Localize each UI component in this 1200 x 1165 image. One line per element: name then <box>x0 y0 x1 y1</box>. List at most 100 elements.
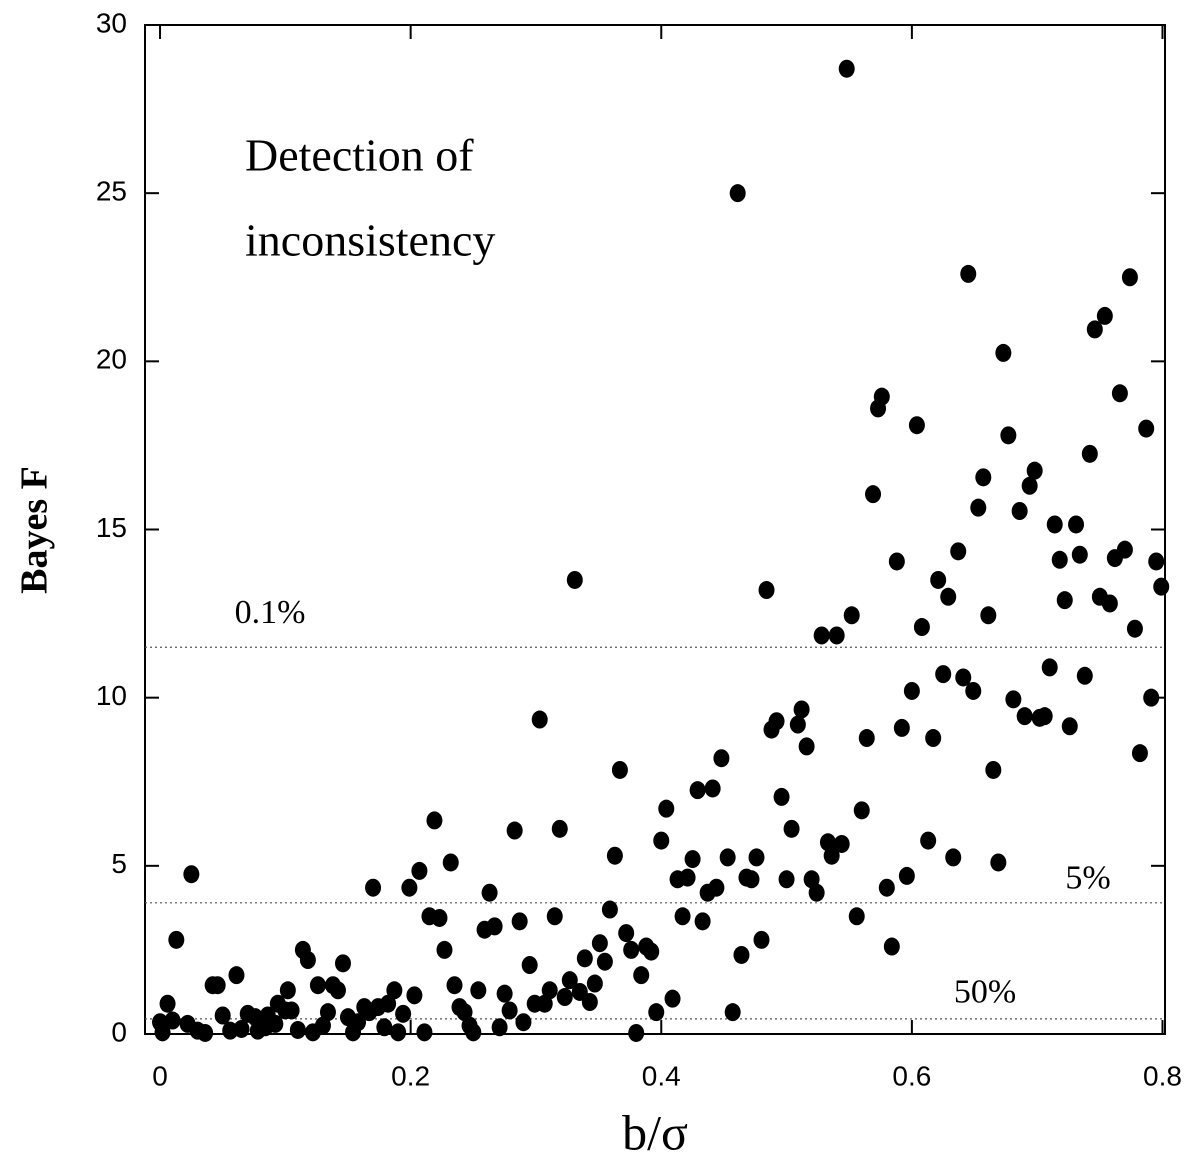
point <box>611 760 628 779</box>
point <box>713 749 730 768</box>
point <box>970 498 987 517</box>
point <box>965 681 982 700</box>
point <box>576 949 593 968</box>
point <box>748 848 765 867</box>
y-tick-label: 10 <box>96 680 127 711</box>
point <box>365 878 382 897</box>
point <box>481 883 498 902</box>
point <box>623 940 640 959</box>
point <box>888 552 905 571</box>
point <box>930 570 947 589</box>
point <box>154 1023 171 1042</box>
point <box>581 993 598 1012</box>
point <box>1148 552 1165 571</box>
point <box>883 937 900 956</box>
point <box>653 831 670 850</box>
point <box>798 737 815 756</box>
point <box>813 626 830 645</box>
point <box>214 1006 231 1025</box>
point <box>920 831 937 850</box>
point <box>426 811 443 830</box>
point <box>1000 426 1017 445</box>
point <box>1126 619 1143 638</box>
point <box>778 870 795 889</box>
point <box>808 883 825 902</box>
reference-label: 5% <box>1065 860 1110 897</box>
point <box>960 264 977 283</box>
x-tick-label: 0.2 <box>391 1060 430 1091</box>
point <box>442 853 459 872</box>
point <box>465 1023 482 1042</box>
point <box>955 668 972 687</box>
point <box>648 1003 665 1022</box>
annotation: inconsistency <box>245 215 495 266</box>
annotation: Detection of <box>245 130 474 181</box>
point <box>823 846 840 865</box>
reference-label: 0.1% <box>235 594 306 631</box>
point <box>858 729 875 748</box>
point <box>1111 384 1128 403</box>
point <box>1086 320 1103 339</box>
reference-label: 50% <box>954 974 1016 1011</box>
point <box>658 799 675 818</box>
point <box>228 966 245 985</box>
point <box>684 850 701 869</box>
point <box>350 1013 367 1032</box>
point <box>729 184 746 203</box>
point <box>753 930 770 949</box>
point <box>416 1023 433 1042</box>
point <box>724 1003 741 1022</box>
point <box>758 581 775 600</box>
point <box>975 468 992 487</box>
point <box>531 710 548 729</box>
point <box>1101 594 1118 613</box>
point <box>1011 502 1028 521</box>
point <box>436 940 453 959</box>
point <box>628 1023 645 1042</box>
point <box>601 900 618 919</box>
point <box>511 912 528 931</box>
y-axis-label: Bayes F <box>14 466 56 594</box>
point <box>566 570 583 589</box>
point <box>719 848 736 867</box>
point <box>309 976 326 995</box>
point <box>1036 707 1053 726</box>
point <box>401 878 418 897</box>
x-tick-label: 0.8 <box>1143 1060 1182 1091</box>
point <box>768 712 785 731</box>
point <box>515 1013 532 1032</box>
point <box>596 952 613 971</box>
point <box>314 1016 331 1035</box>
point <box>1153 577 1170 596</box>
point <box>1076 666 1093 685</box>
point <box>159 994 176 1013</box>
point <box>1005 690 1022 709</box>
point <box>289 1020 306 1039</box>
point <box>903 681 920 700</box>
point <box>406 986 423 1005</box>
point <box>803 870 820 889</box>
point <box>446 976 463 995</box>
point <box>556 988 573 1007</box>
point <box>789 715 806 734</box>
point <box>995 343 1012 362</box>
point <box>386 981 403 1000</box>
point <box>618 924 635 943</box>
point <box>279 981 296 1000</box>
point <box>793 700 810 719</box>
point <box>865 485 882 504</box>
point <box>828 626 845 645</box>
y-tick-label: 0 <box>111 1016 127 1047</box>
point <box>898 866 915 885</box>
point <box>783 819 800 838</box>
point <box>643 942 660 961</box>
point <box>319 1003 336 1022</box>
point <box>1081 444 1098 463</box>
point <box>496 984 513 1003</box>
point <box>456 1003 473 1022</box>
point <box>1071 545 1088 564</box>
point <box>1041 658 1058 677</box>
point <box>990 853 1007 872</box>
point <box>935 665 952 684</box>
